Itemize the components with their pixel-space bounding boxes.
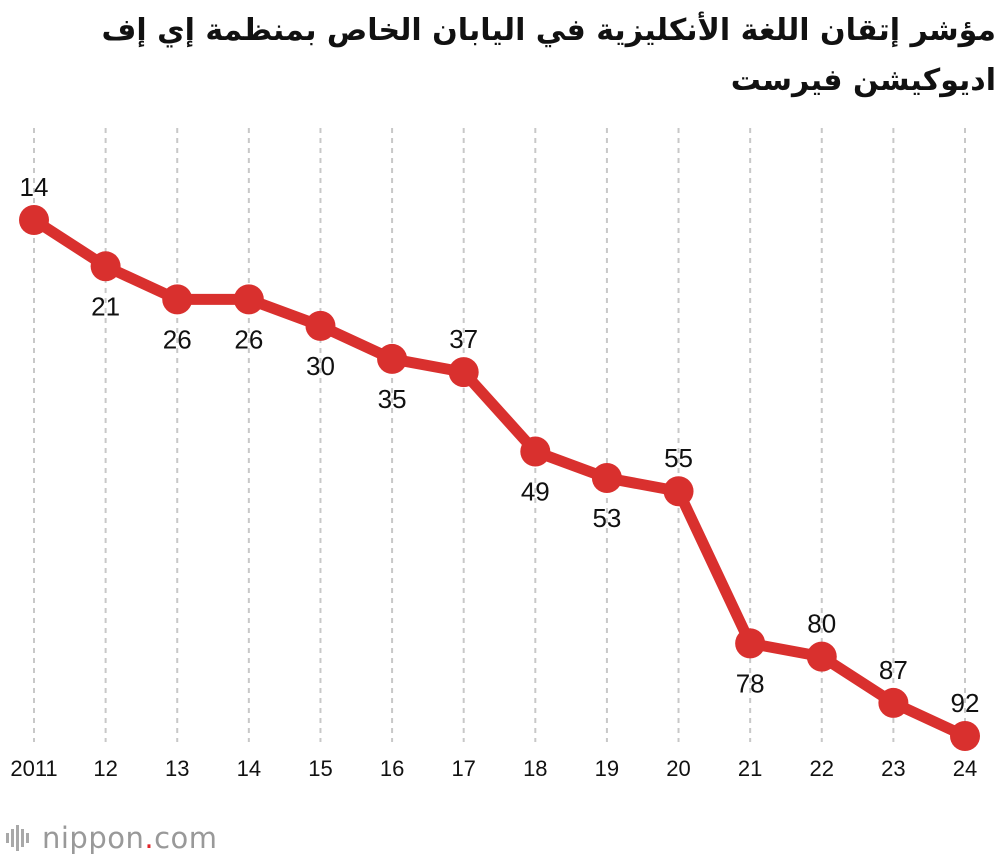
x-tick-label: 18 [523,756,547,781]
nippon-logo-icon [6,825,29,851]
x-tick-label: 17 [451,756,475,781]
brand-name: nippon [42,821,145,855]
data-point [162,284,193,315]
data-label: 55 [664,443,693,473]
data-point [90,251,121,282]
x-tick-label: 16 [380,756,404,781]
data-point [735,628,766,659]
x-tick-label: 2011 [10,756,57,781]
x-tick-label: 22 [810,756,834,781]
brand-tld: com [154,821,218,855]
data-label: 78 [736,668,765,698]
x-tick-label: 24 [953,756,977,781]
data-label: 21 [91,291,120,321]
line-chart: 14 21 26 26 30 35 37 49 53 55 78 80 87 92 2011 12 13 14 15… [10,128,980,781]
data-label: 92 [951,688,980,718]
data-label: 87 [879,655,908,685]
x-tick-label: 15 [308,756,332,781]
data-point [663,476,694,507]
data-point [233,284,264,315]
data-label: 80 [807,609,836,639]
data-point [520,436,551,467]
data-point [806,641,837,672]
data-label: 35 [378,384,407,414]
data-label: 49 [521,477,550,507]
data-label: 26 [163,324,192,354]
chart-title: مؤشر إتقان اللغة الأنكليزية في اليابان ا… [101,13,996,98]
x-tick-label: 23 [881,756,905,781]
x-tick-label: 20 [666,756,690,781]
brand-dot: . [144,821,155,855]
brand-text: nippon.com [42,821,218,855]
x-tick-label: 19 [595,756,619,781]
data-point [878,687,909,718]
x-tick-label: 13 [165,756,189,781]
data-label: 30 [306,351,335,381]
data-label: 14 [20,172,49,202]
data-label: 37 [449,324,478,354]
data-point [377,343,408,374]
data-point [591,463,622,493]
data-label: 53 [592,503,621,533]
data-point [448,357,479,388]
data-label: 26 [234,324,263,354]
x-tick-label: 12 [93,756,117,781]
data-point [950,721,980,751]
x-tick-label: 21 [738,756,762,781]
data-point [19,205,49,235]
data-point [305,310,336,341]
x-tick-label: 14 [237,756,261,781]
brand-logo: nippon.com [4,818,218,858]
